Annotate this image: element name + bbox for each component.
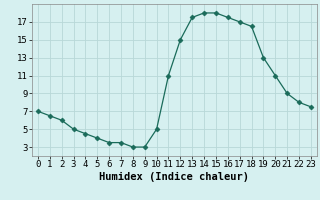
X-axis label: Humidex (Indice chaleur): Humidex (Indice chaleur) — [100, 172, 249, 182]
